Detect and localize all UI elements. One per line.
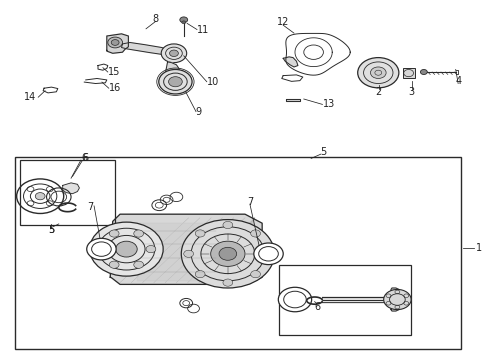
Text: 5: 5 (49, 225, 54, 235)
Text: 2: 2 (376, 87, 382, 97)
Polygon shape (137, 223, 220, 281)
Circle shape (195, 230, 205, 237)
Bar (279, 265, 411, 335)
Circle shape (169, 77, 182, 87)
Text: 13: 13 (323, 99, 336, 109)
Text: 1: 1 (476, 243, 482, 253)
Circle shape (219, 247, 237, 260)
Text: 9: 9 (196, 107, 201, 117)
Circle shape (134, 230, 144, 237)
Text: 6: 6 (83, 153, 89, 163)
Circle shape (111, 40, 119, 45)
Circle shape (109, 261, 119, 268)
Circle shape (370, 67, 386, 78)
Text: 5: 5 (320, 147, 326, 157)
Circle shape (184, 250, 194, 257)
Text: 10: 10 (207, 77, 220, 87)
Polygon shape (122, 42, 177, 58)
Circle shape (161, 44, 187, 63)
Polygon shape (107, 34, 128, 53)
Circle shape (146, 246, 156, 253)
Bar (20, 160, 115, 225)
Circle shape (35, 193, 45, 200)
Bar (403, 68, 415, 78)
Text: 5: 5 (49, 225, 54, 235)
Circle shape (254, 243, 283, 265)
Text: 12: 12 (277, 17, 290, 27)
Text: 7: 7 (247, 197, 253, 207)
Circle shape (262, 250, 272, 257)
Text: 16: 16 (109, 83, 121, 93)
Text: 6: 6 (315, 302, 320, 312)
Text: 15: 15 (107, 67, 120, 77)
Circle shape (195, 271, 205, 278)
Circle shape (180, 17, 188, 23)
Polygon shape (283, 57, 298, 67)
Circle shape (251, 271, 261, 278)
Text: 4: 4 (455, 76, 461, 86)
Circle shape (223, 279, 233, 286)
Circle shape (251, 230, 261, 237)
Polygon shape (110, 214, 262, 284)
Text: 3: 3 (409, 87, 415, 97)
Circle shape (278, 287, 312, 312)
Circle shape (108, 37, 122, 48)
Polygon shape (63, 183, 79, 194)
Circle shape (170, 50, 178, 57)
Text: 6: 6 (81, 153, 87, 163)
Polygon shape (286, 99, 300, 101)
Circle shape (159, 69, 192, 94)
Circle shape (134, 261, 144, 268)
Circle shape (420, 69, 427, 75)
Circle shape (181, 220, 274, 288)
Text: 8: 8 (153, 14, 159, 24)
Circle shape (97, 246, 107, 253)
Text: 14: 14 (24, 92, 36, 102)
Circle shape (223, 221, 233, 229)
Polygon shape (391, 288, 399, 311)
Circle shape (90, 222, 163, 276)
Circle shape (211, 241, 245, 266)
Circle shape (116, 241, 137, 257)
Text: 11: 11 (197, 24, 210, 35)
Bar (15, 157, 461, 349)
Circle shape (109, 230, 119, 237)
Polygon shape (166, 62, 180, 78)
Circle shape (87, 238, 116, 260)
Circle shape (358, 58, 399, 88)
Circle shape (182, 21, 186, 24)
Circle shape (384, 289, 411, 310)
Text: 7: 7 (88, 202, 94, 212)
